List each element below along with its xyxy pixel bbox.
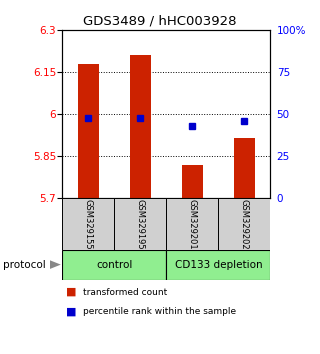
- Bar: [62, 250, 166, 280]
- Text: GSM329155: GSM329155: [84, 199, 93, 249]
- Bar: [130, 55, 151, 198]
- Text: ■: ■: [66, 307, 76, 316]
- Text: protocol: protocol: [3, 259, 46, 270]
- Bar: [115, 198, 166, 250]
- Bar: [166, 250, 270, 280]
- Bar: [78, 64, 99, 198]
- Polygon shape: [50, 260, 61, 269]
- Text: GSM329202: GSM329202: [240, 199, 249, 249]
- Bar: [166, 198, 218, 250]
- Bar: [218, 198, 270, 250]
- Text: ■: ■: [66, 287, 76, 297]
- Text: GSM329201: GSM329201: [188, 199, 197, 249]
- Bar: [182, 165, 203, 198]
- Text: GDS3489 / hHC003928: GDS3489 / hHC003928: [83, 14, 237, 27]
- Text: transformed count: transformed count: [83, 287, 167, 297]
- Text: control: control: [96, 259, 132, 270]
- Text: GSM329195: GSM329195: [136, 199, 145, 249]
- Bar: [234, 138, 255, 198]
- Text: CD133 depletion: CD133 depletion: [175, 259, 262, 270]
- Text: percentile rank within the sample: percentile rank within the sample: [83, 307, 236, 316]
- Bar: [62, 198, 115, 250]
